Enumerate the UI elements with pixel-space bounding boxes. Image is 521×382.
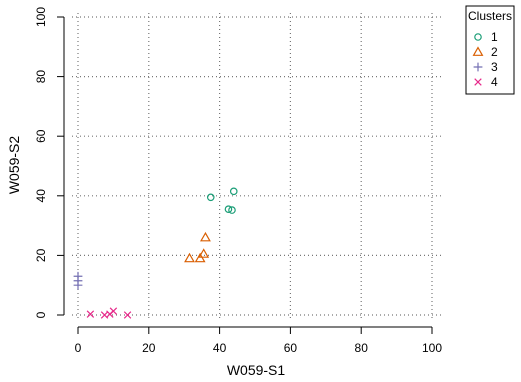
x-axis-label: W059-S1 — [227, 362, 286, 378]
legend-marker-4 — [474, 78, 482, 86]
legend-marker-2 — [472, 46, 484, 56]
axes — [63, 17, 432, 328]
data-point-cluster-2 — [200, 231, 211, 242]
data-point-cluster-3 — [73, 280, 83, 290]
legend-marker-3 — [473, 62, 483, 72]
data-point-cluster-1 — [206, 193, 215, 202]
data-point-cluster-4 — [86, 310, 95, 318]
data-point-cluster-4 — [123, 311, 132, 319]
y-axis-label: W059-S2 — [6, 136, 22, 195]
x-tick-label: 0 — [75, 341, 82, 355]
legend-label: 4 — [491, 75, 498, 89]
legend-label: 3 — [491, 60, 498, 74]
data-point-cluster-1 — [229, 187, 238, 196]
x-tick-label: 60 — [284, 341, 298, 355]
legend-label: 2 — [491, 45, 498, 59]
legend-label: 1 — [491, 30, 498, 44]
x-tick-label: 100 — [422, 341, 442, 355]
legend-title: Clusters — [468, 9, 512, 23]
legend-marker-1 — [474, 33, 482, 41]
y-tick-label: 80 — [34, 70, 48, 84]
data-point-cluster-1 — [228, 206, 236, 214]
y-tick-label: 100 — [34, 7, 48, 27]
y-tick-label: 0 — [34, 311, 48, 318]
data-point-cluster-2 — [198, 248, 210, 258]
x-tick-label: 40 — [213, 341, 227, 355]
data-point-cluster-2 — [194, 252, 206, 263]
legend-box — [465, 5, 515, 95]
x-tick-label: 20 — [142, 341, 156, 355]
data-point-cluster-2 — [184, 252, 195, 263]
ticks: 0 20 40 60 80 100 0 20 40 60 80 100 — [34, 7, 442, 355]
data-points — [73, 187, 238, 319]
x-tick-label: 80 — [355, 341, 369, 355]
data-point-cluster-1 — [224, 205, 233, 214]
y-tick-label: 40 — [34, 189, 48, 203]
data-point-cluster-4 — [109, 307, 118, 315]
y-tick-label: 20 — [34, 248, 48, 262]
y-tick-label: 60 — [34, 129, 48, 143]
grid — [72, 13, 444, 319]
